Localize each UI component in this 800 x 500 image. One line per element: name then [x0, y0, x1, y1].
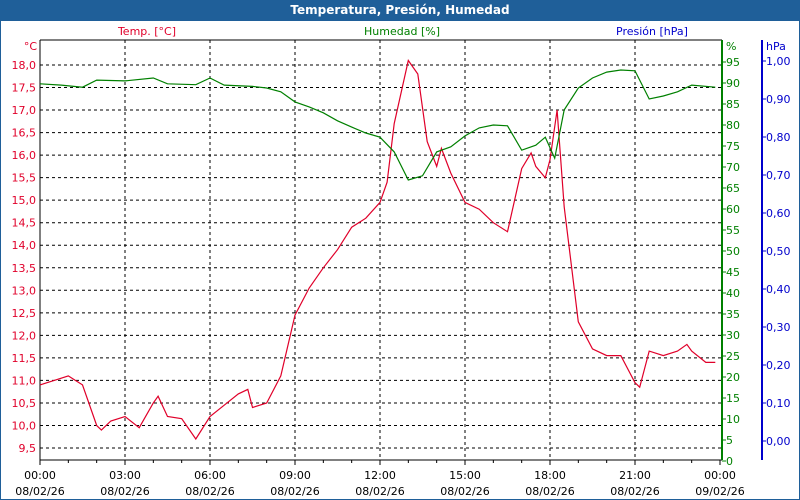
- x-tick-label: 12:00: [364, 469, 396, 482]
- temp-tick-label: 15,0: [12, 194, 37, 207]
- humidity-tick-label: 20: [726, 371, 740, 384]
- pressure-unit-label: hPa: [766, 40, 786, 53]
- temp-tick-label: 9,5: [19, 442, 37, 455]
- humidity-tick-label: 80: [726, 119, 740, 132]
- x-tick-label: 00:00: [704, 469, 736, 482]
- x-date-label: 08/02/26: [15, 485, 64, 498]
- humidity-tick-label: 55: [726, 224, 740, 237]
- humidity-tick-label: 10: [726, 413, 740, 426]
- humidity-tick-label: 25: [726, 350, 740, 363]
- humidity-series-label: Humedad [%]: [364, 25, 440, 38]
- temp-tick-label: 16,5: [12, 127, 37, 140]
- humidity-tick-label: 65: [726, 182, 740, 195]
- x-date-label: 09/02/26: [695, 485, 744, 498]
- pressure-tick-label: 0,20: [766, 359, 791, 372]
- temp-tick-label: 12,0: [12, 329, 37, 342]
- temp-tick-label: 12,5: [12, 307, 37, 320]
- humidity-tick-label: 35: [726, 308, 740, 321]
- humidity-series-line: [39, 69, 716, 181]
- pressure-tick-label: 0,30: [766, 321, 791, 334]
- humidity-tick-label: 45: [726, 266, 740, 279]
- temp-tick-label: 10,0: [12, 419, 37, 432]
- humidity-tick-label: 15: [726, 392, 740, 405]
- temp-tick-label: 17,5: [12, 82, 37, 95]
- temp-tick-label: 15,5: [12, 172, 37, 185]
- x-tick-label: 15:00: [449, 469, 481, 482]
- humidity-tick-label: 40: [726, 287, 740, 300]
- temp-tick-label: 17,0: [12, 104, 37, 117]
- temp-tick-label: 11,5: [12, 352, 37, 365]
- temp-tick-label: 16,0: [12, 149, 37, 162]
- x-date-label: 08/02/26: [185, 485, 234, 498]
- x-tick-label: 03:00: [109, 469, 141, 482]
- pressure-tick-label: 0,60: [766, 207, 791, 220]
- humidity-tick-label: 5: [726, 434, 733, 447]
- humidity-unit-label: %: [726, 40, 736, 53]
- x-tick-label: 21:00: [619, 469, 651, 482]
- x-date-label: 08/02/26: [440, 485, 489, 498]
- x-tick-label: 00:00: [24, 469, 56, 482]
- pressure-tick-label: 1,00: [766, 55, 791, 68]
- x-date-label: 08/02/26: [355, 485, 404, 498]
- pressure-tick-label: 0,80: [766, 131, 791, 144]
- pressure-tick-label: 0,00: [766, 435, 791, 448]
- temp-tick-label: 11,0: [12, 374, 37, 387]
- temp-tick-label: 14,0: [12, 239, 37, 252]
- x-date-label: 08/02/26: [610, 485, 659, 498]
- humidity-tick-label: 75: [726, 140, 740, 153]
- temp-tick-label: 14,5: [12, 217, 37, 230]
- x-date-label: 08/02/26: [270, 485, 319, 498]
- pressure-tick-label: 0,10: [766, 397, 791, 410]
- temp-tick-label: 10,5: [12, 397, 37, 410]
- humidity-tick-label: 90: [726, 77, 740, 90]
- pressure-tick-label: 0,90: [766, 93, 791, 106]
- pressure-tick-label: 0,70: [766, 169, 791, 182]
- temp-tick-label: 13,0: [12, 284, 37, 297]
- humidity-tick-label: 85: [726, 98, 740, 111]
- pressure-tick-label: 0,40: [766, 283, 791, 296]
- temp-series-label: Temp. [°C]: [117, 25, 176, 38]
- chart-title: Temperatura, Presión, Humedad: [0, 0, 800, 21]
- x-date-label: 08/02/26: [525, 485, 574, 498]
- temp-tick-label: 18,0: [12, 59, 37, 72]
- humidity-tick-label: 60: [726, 203, 740, 216]
- x-tick-label: 06:00: [194, 469, 226, 482]
- humidity-tick-label: 50: [726, 245, 740, 258]
- temperature-series-line: [39, 59, 716, 441]
- x-tick-label: 18:00: [534, 469, 566, 482]
- x-tick-label: 09:00: [279, 469, 311, 482]
- humidity-tick-label: 0: [726, 455, 733, 468]
- humidity-tick-label: 95: [726, 56, 740, 69]
- humidity-tick-label: 30: [726, 329, 740, 342]
- humidity-tick-label: 70: [726, 161, 740, 174]
- temp-tick-label: 13,5: [12, 262, 37, 275]
- pressure-series-label: Presión [hPa]: [616, 25, 688, 38]
- temp-unit-label: °C: [24, 40, 38, 53]
- pressure-tick-label: 0,50: [766, 245, 791, 258]
- x-date-label: 08/02/26: [100, 485, 149, 498]
